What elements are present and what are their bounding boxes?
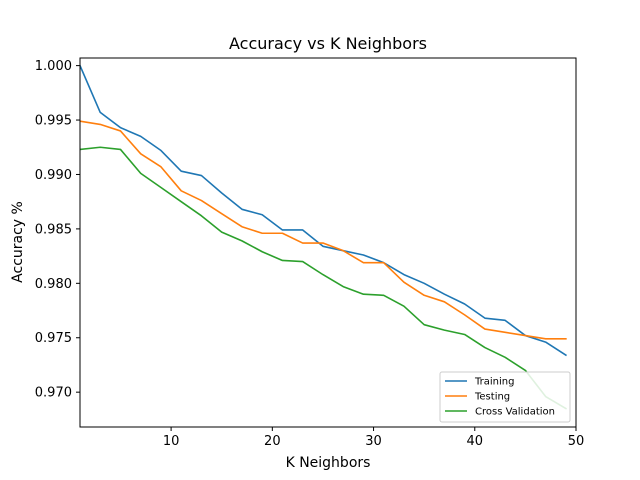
chart-title: Accuracy vs K Neighbors	[229, 34, 427, 53]
legend-label: Testing	[474, 392, 510, 403]
x-tick-label: 40	[467, 434, 484, 449]
y-tick-label: 0.990	[35, 168, 72, 183]
legend-box	[439, 371, 571, 423]
series-line-testing	[80, 120, 567, 340]
legend: Training Testing Cross Validation	[439, 371, 571, 423]
x-tick-label: 50	[568, 434, 585, 449]
legend-label: Training	[474, 377, 514, 388]
x-axis-label: K Neighbors	[286, 455, 371, 471]
plot-frame	[79, 57, 577, 428]
legend-label: Cross Validation	[475, 407, 555, 418]
x-axis-ticks: 10 20 30 40 50	[163, 427, 584, 449]
y-tick-label: 0.975	[35, 331, 72, 346]
series-layer	[80, 64, 567, 410]
x-tick-label: 10	[163, 434, 180, 449]
y-tick-label: 0.980	[35, 277, 72, 292]
series-line-training	[80, 64, 567, 357]
y-tick-label: 0.985	[35, 222, 72, 237]
y-tick-label: 0.970	[35, 386, 72, 401]
x-tick-label: 20	[264, 434, 281, 449]
y-tick-label: 1.000	[35, 59, 72, 74]
y-axis-label: Accuracy %	[10, 201, 26, 283]
y-tick-label: 0.995	[35, 114, 72, 129]
series-line-cross-validation	[80, 146, 567, 410]
y-axis-ticks: 0.970 0.975 0.980 0.985 0.990 0.995 1.000	[35, 59, 80, 401]
x-tick-label: 30	[365, 434, 382, 449]
